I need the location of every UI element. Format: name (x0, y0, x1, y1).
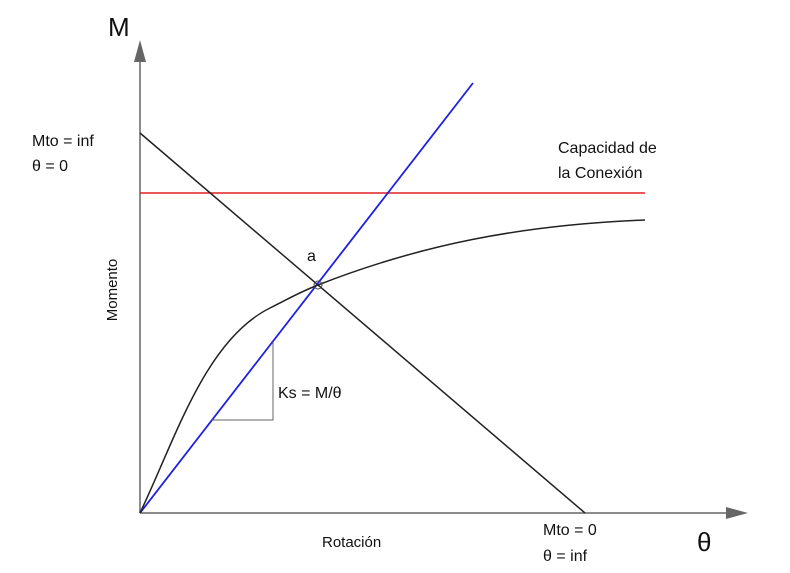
y-symbol: M (108, 12, 130, 42)
annotation: Mto = 0 (543, 522, 597, 539)
x-symbol: θ (697, 527, 711, 557)
y-arrow (134, 40, 146, 62)
annotation: θ = 0 (32, 158, 68, 175)
annotation: Mto = inf (32, 133, 94, 150)
annotation: Ks = M/θ (278, 385, 342, 402)
intersection-point (313, 280, 323, 290)
x-label: Rotación (322, 534, 381, 551)
slope-triangle (212, 342, 274, 421)
point-label: a (307, 248, 316, 265)
beam-line (139, 132, 586, 514)
stiffness-line (139, 82, 474, 514)
y-label: Momento (104, 259, 121, 322)
annotation: la Conexión (558, 165, 643, 182)
moment-rotation-curve (139, 219, 646, 514)
annotation: Capacidad de (558, 140, 657, 157)
annotation: θ = inf (543, 548, 588, 565)
x-arrow (726, 507, 748, 519)
